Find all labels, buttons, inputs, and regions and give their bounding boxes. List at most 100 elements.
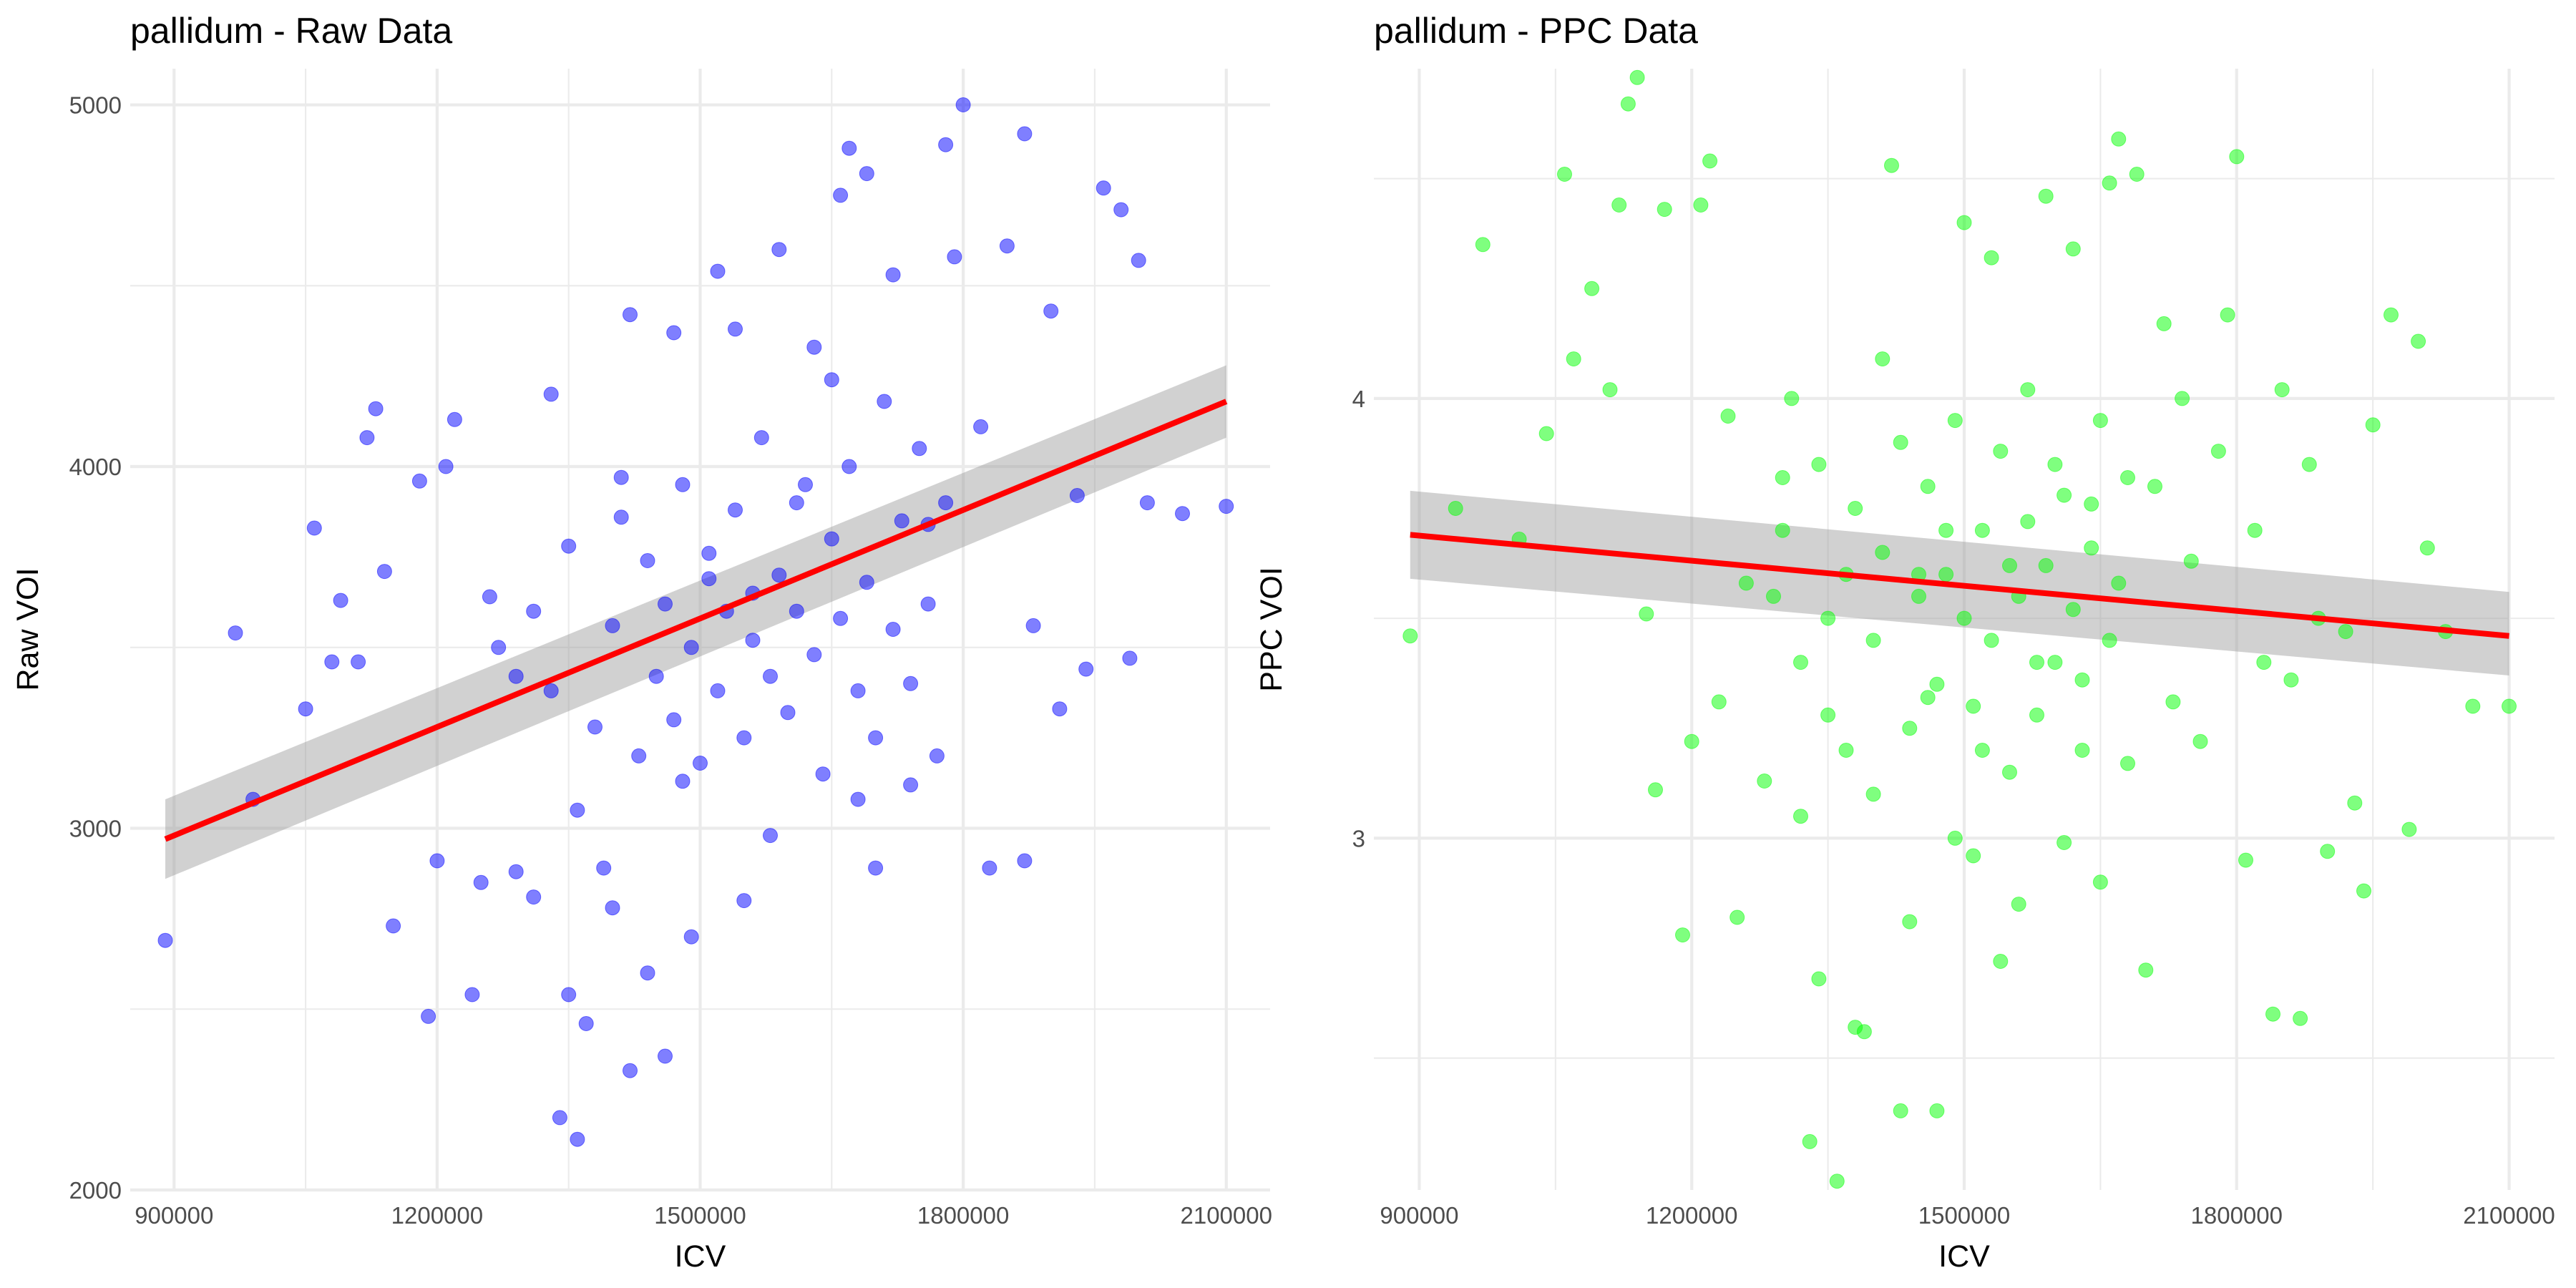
ppc-data-point	[1402, 628, 1418, 644]
ppc-data-point	[1475, 237, 1491, 253]
raw-data-point	[710, 263, 726, 279]
ppc-data-point	[1775, 522, 1790, 538]
raw-y-tick-label: 5000	[69, 92, 122, 119]
ppc-data-point	[2147, 479, 2162, 494]
raw-data-point	[491, 640, 507, 655]
raw-data-point	[894, 513, 909, 529]
ppc-data-point	[2165, 694, 2181, 710]
raw-data-point	[683, 640, 699, 655]
ppc-data-point	[1675, 927, 1690, 943]
raw-data-point	[1096, 180, 1111, 196]
ppc-data-point	[1557, 167, 1572, 182]
ppc-data-point	[1720, 409, 1736, 424]
raw-data-point	[780, 705, 796, 721]
raw-data-point	[666, 712, 682, 728]
raw-x-tick-label: 2100000	[1180, 1202, 1272, 1229]
ppc-data-point	[2192, 733, 2208, 749]
raw-data-point	[543, 386, 559, 402]
ppc-data-point	[2220, 307, 2235, 323]
ppc-y-tick-labels: 34	[1352, 386, 1365, 852]
raw-data-point	[386, 918, 401, 934]
ppc-data-point	[2020, 514, 2036, 530]
ppc-data-point	[2002, 764, 2017, 780]
raw-data-point	[903, 777, 919, 793]
raw-data-point	[1078, 661, 1094, 677]
raw-data-point	[789, 603, 804, 619]
ppc-data-point	[1929, 1103, 1945, 1118]
raw-data-point	[666, 325, 682, 341]
raw-data-point	[658, 1048, 673, 1064]
raw-data-point	[1069, 488, 1085, 503]
ppc-x-axis-label: ICV	[1938, 1239, 1990, 1274]
raw-data-point	[473, 874, 489, 890]
raw-data-point	[1017, 126, 1033, 142]
ppc-data-point	[2092, 874, 2108, 890]
raw-data-point	[798, 477, 813, 492]
raw-data-point	[526, 603, 542, 619]
raw-data-point	[824, 372, 839, 388]
raw-data-point	[920, 596, 936, 612]
raw-data-point	[429, 853, 445, 869]
ppc-data-point	[2084, 540, 2099, 556]
raw-data-point	[1043, 303, 1059, 319]
raw-data-point	[605, 900, 620, 916]
ppc-data-point	[1993, 954, 2009, 969]
ppc-data-point	[1929, 676, 1945, 692]
ppc-data-point	[1956, 215, 1972, 230]
ppc-data-point	[1902, 914, 1918, 930]
ppc-data-point	[2057, 835, 2072, 850]
ppc-data-point	[1974, 522, 1990, 538]
ppc-x-tick-label: 1200000	[1646, 1202, 1737, 1229]
raw-data-point	[1052, 701, 1068, 717]
ppc-x-tick-label: 2100000	[2463, 1202, 2555, 1229]
raw-data-point	[447, 411, 462, 427]
ppc-data-point	[1584, 280, 1600, 296]
raw-data-point	[1139, 495, 1155, 511]
raw-data-point	[973, 419, 989, 434]
raw-data-point	[298, 701, 313, 717]
ppc-data-point	[2401, 821, 2417, 837]
ppc-data-point	[2120, 470, 2135, 485]
raw-y-tick-labels: 2000 3000 4000 5000	[69, 92, 122, 1204]
raw-chart-title: pallidum - Raw Data	[130, 11, 452, 51]
raw-data-point	[841, 459, 857, 474]
ppc-data-point	[2274, 382, 2290, 398]
ppc-data-point	[1984, 633, 1999, 648]
raw-data-point	[1025, 618, 1041, 633]
raw-data-point	[859, 166, 874, 182]
raw-data-point	[745, 633, 761, 648]
raw-y-tick-label: 2000	[69, 1177, 122, 1204]
raw-data-point	[728, 502, 743, 518]
raw-y-tick-label: 3000	[69, 816, 122, 842]
ppc-data-point	[2102, 633, 2117, 648]
ppc-data-point	[2102, 175, 2117, 191]
ppc-data-point	[1938, 522, 1954, 538]
ppc-data-point	[2057, 487, 2072, 503]
ppc-data-point	[1993, 444, 2009, 459]
ppc-data-point	[2156, 316, 2172, 331]
raw-data-point	[763, 828, 778, 844]
raw-data-point	[368, 401, 384, 416]
raw-data-point	[675, 774, 691, 789]
raw-x-tick-label: 1500000	[654, 1202, 746, 1229]
raw-data-point	[543, 683, 559, 698]
ppc-data-point	[1865, 633, 1881, 648]
ppc-x-tick-label: 1800000	[2191, 1202, 2283, 1229]
ppc-data-point	[2047, 655, 2063, 670]
ppc-data-point	[2283, 672, 2299, 688]
ppc-data-point	[2111, 575, 2127, 591]
ppc-data-point	[1793, 809, 1808, 824]
ppc-y-tick-label: 4	[1352, 386, 1365, 412]
raw-data-point	[596, 860, 612, 876]
ppc-data-point	[1775, 470, 1790, 485]
raw-data-point	[850, 791, 866, 807]
raw-data-point	[903, 675, 919, 691]
raw-data-point	[1219, 499, 1234, 514]
ppc-data-point	[1766, 588, 1781, 604]
ppc-data-point	[1811, 971, 1827, 987]
raw-data-point	[1175, 506, 1190, 522]
raw-data-point	[376, 564, 392, 580]
raw-data-point	[701, 545, 717, 561]
raw-data-point	[623, 1063, 638, 1078]
ppc-data-point	[2074, 743, 2090, 758]
